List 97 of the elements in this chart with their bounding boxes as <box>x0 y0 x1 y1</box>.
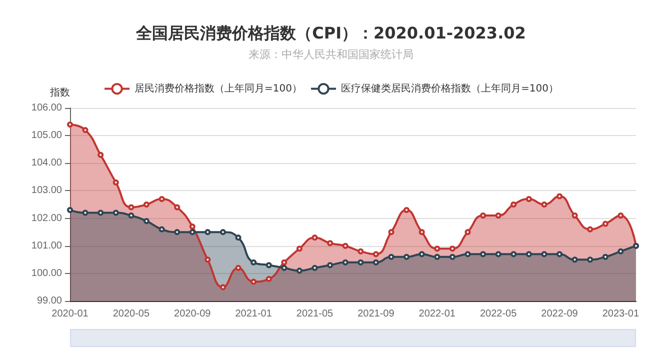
x-tick-label: 2021-09 <box>358 308 395 320</box>
point <box>480 212 486 219</box>
x-tick-label: 2023-01 <box>602 308 640 320</box>
legend-label: 居民消费价格指数（上年同月=100） <box>134 82 302 94</box>
point <box>510 251 517 258</box>
point <box>112 210 119 216</box>
x-tick-label: 2022-05 <box>480 308 518 320</box>
x-tick-label: 2022-09 <box>541 308 578 320</box>
point <box>143 218 150 224</box>
point <box>67 207 73 214</box>
point <box>312 234 318 241</box>
point <box>342 242 348 249</box>
point <box>327 262 334 268</box>
point <box>526 196 532 202</box>
point <box>602 254 608 260</box>
point <box>250 259 257 266</box>
point <box>158 196 165 202</box>
point <box>250 278 257 285</box>
point <box>174 229 180 236</box>
y-tick-label: 99.00 <box>36 296 62 306</box>
point <box>618 248 624 254</box>
y-tick-label: 101.00 <box>31 240 62 252</box>
point <box>480 251 486 258</box>
point <box>434 254 440 260</box>
point <box>526 251 532 258</box>
point <box>342 259 348 266</box>
point <box>98 210 104 216</box>
point <box>98 152 104 158</box>
point <box>189 224 196 230</box>
point <box>296 268 302 274</box>
point <box>464 229 471 236</box>
chart-subtitle: 来源：中华人民共和国国家统计局 <box>248 48 414 61</box>
point <box>128 212 134 219</box>
point <box>358 248 364 254</box>
point <box>128 204 134 210</box>
point <box>281 264 288 271</box>
x-tick-label: 2020-09 <box>174 308 212 320</box>
point <box>495 212 502 219</box>
point <box>220 229 226 236</box>
x-tick-label: 2021-05 <box>296 308 334 320</box>
point <box>418 229 425 236</box>
point <box>82 210 88 216</box>
point <box>556 193 563 200</box>
chart-title: 全国居民消费价格指数（CPI）：2020.01-2023.02 <box>135 24 526 42</box>
point <box>372 251 379 258</box>
y-tick-label: 100.00 <box>31 268 62 279</box>
point <box>602 220 608 227</box>
point <box>281 259 288 266</box>
point <box>82 127 88 134</box>
x-tick-label: 2020-01 <box>52 308 89 320</box>
x-tick-label: 2022-01 <box>418 308 456 320</box>
point <box>556 251 563 258</box>
point <box>388 254 394 260</box>
point <box>235 264 242 271</box>
point <box>312 264 318 271</box>
y-tick-label: 104.00 <box>31 158 62 169</box>
point <box>464 251 471 258</box>
point <box>404 207 410 214</box>
y-axis-title: 指数 <box>49 86 70 98</box>
x-tick-label: 2021-01 <box>235 308 272 320</box>
point <box>266 276 272 282</box>
y-tick-label: 103.00 <box>31 185 62 196</box>
point <box>327 240 334 246</box>
point <box>587 256 594 263</box>
point <box>358 259 364 266</box>
point <box>572 256 578 263</box>
point <box>418 251 425 258</box>
point <box>143 202 150 208</box>
point <box>220 284 226 290</box>
point <box>204 256 211 263</box>
y-tick-label: 102.00 <box>31 212 62 224</box>
point <box>404 254 410 260</box>
y-tick-label: 106.00 <box>31 102 62 114</box>
legend-label: 医疗保健类居民消费价格指数（上年同月=100） <box>341 82 558 94</box>
point <box>372 259 379 266</box>
point <box>158 226 165 232</box>
x-tick-label: 2020-05 <box>112 308 150 320</box>
point <box>112 179 119 186</box>
point <box>618 212 624 219</box>
point <box>266 262 272 268</box>
point <box>510 202 517 208</box>
point <box>235 234 242 241</box>
point <box>495 251 502 258</box>
point <box>174 204 180 210</box>
point <box>434 246 440 252</box>
point <box>572 212 578 219</box>
point <box>449 246 456 252</box>
point <box>449 254 456 260</box>
point <box>189 229 196 236</box>
point <box>587 226 594 232</box>
point <box>541 251 548 258</box>
y-tick-label: 105.00 <box>31 130 62 142</box>
point <box>388 229 394 236</box>
point <box>541 202 548 208</box>
point <box>204 229 211 236</box>
point <box>67 122 73 128</box>
point <box>296 246 302 252</box>
